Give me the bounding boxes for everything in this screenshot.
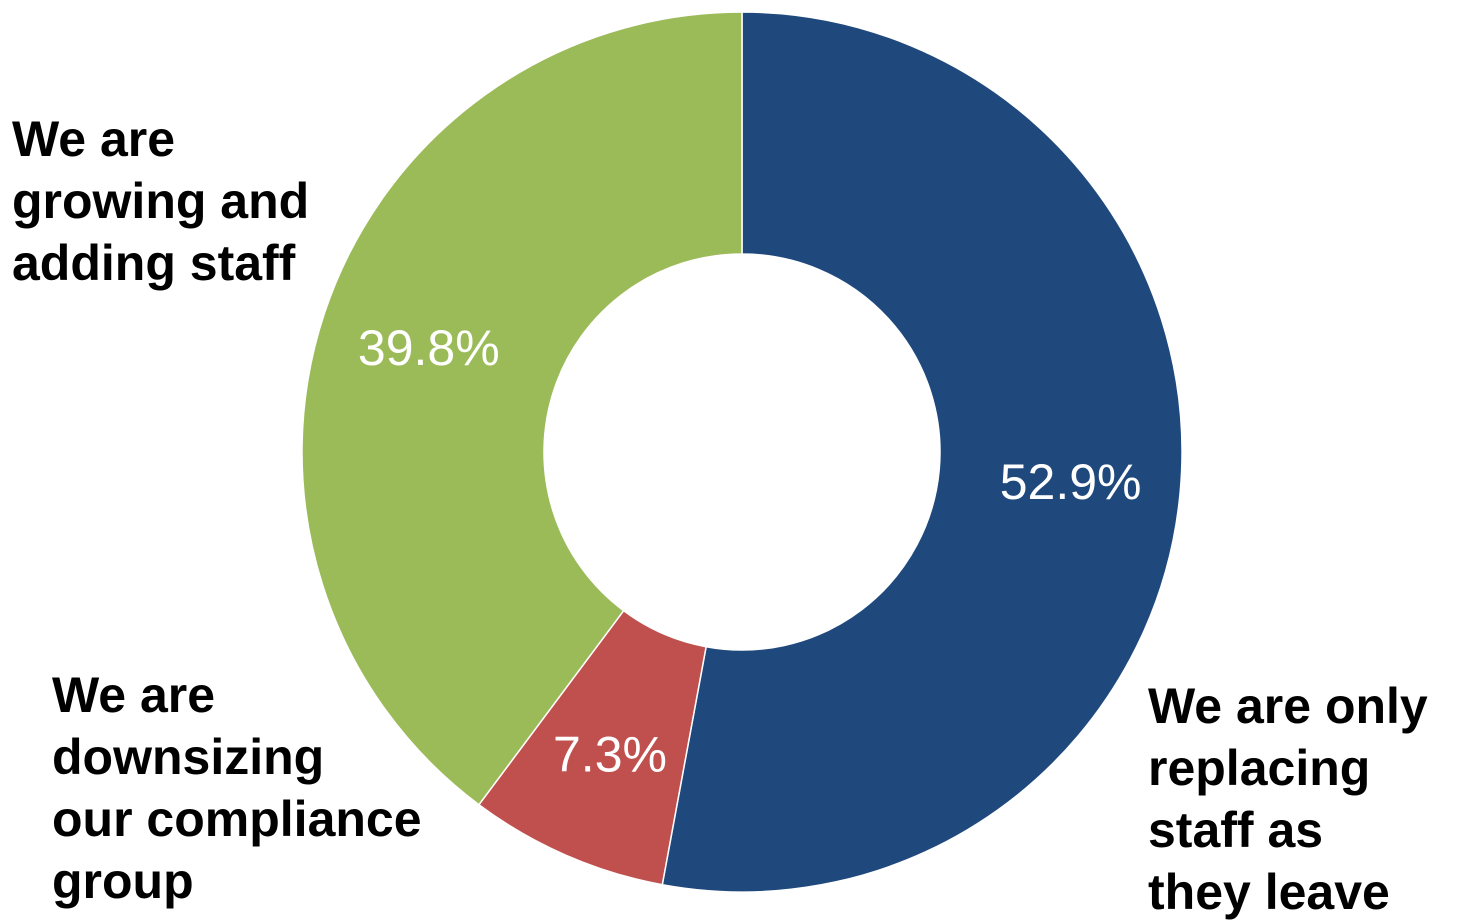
slice-category-label-downsizing: We are downsizing our compliance group bbox=[52, 664, 422, 912]
slice-category-label-growing: We are growing and adding staff bbox=[12, 108, 309, 294]
slice-category-label-replacing: We are only replacing staff as they leav… bbox=[1148, 675, 1428, 923]
label-line: downsizing bbox=[52, 729, 325, 785]
label-line: replacing bbox=[1148, 740, 1371, 796]
label-line: We are only bbox=[1148, 678, 1428, 734]
slice-value-label: 39.8% bbox=[358, 320, 500, 376]
slice-value-label: 52.9% bbox=[1000, 454, 1142, 510]
label-line: growing and bbox=[12, 173, 310, 229]
label-line: they leave bbox=[1148, 864, 1390, 920]
label-line: staff as bbox=[1148, 802, 1324, 858]
label-line: We are bbox=[12, 111, 176, 167]
slice-value-label: 7.3% bbox=[553, 726, 667, 782]
label-line: We are bbox=[52, 667, 216, 723]
label-line: adding staff bbox=[12, 235, 296, 291]
label-line: our compliance bbox=[52, 791, 422, 847]
donut-slices bbox=[301, 11, 1183, 893]
donut-value-labels: 52.9% 7.3% 39.8% bbox=[358, 320, 1142, 782]
donut-slice bbox=[661, 11, 1183, 893]
donut-slice bbox=[301, 11, 743, 806]
label-line: group bbox=[52, 853, 194, 909]
